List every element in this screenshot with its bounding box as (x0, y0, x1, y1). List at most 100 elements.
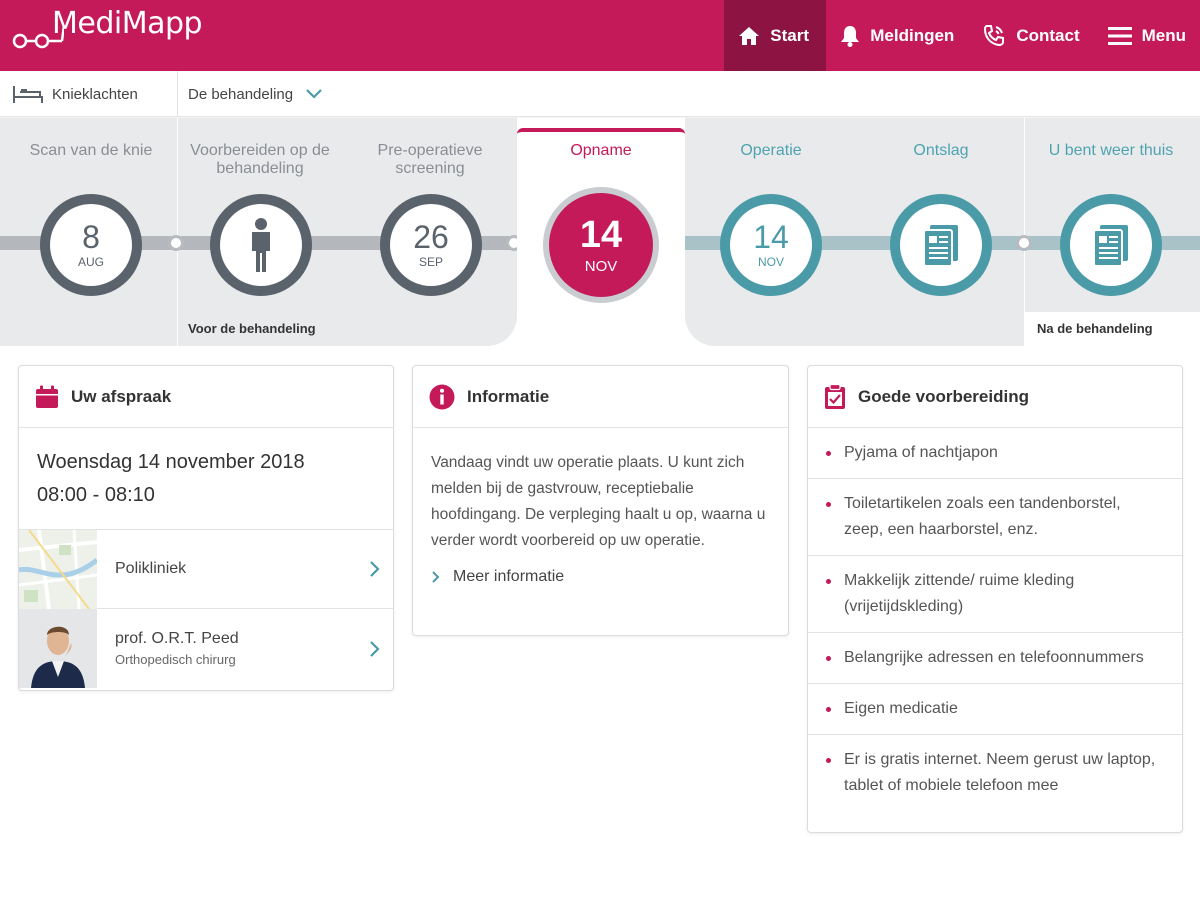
main-nav: Start Meldingen Contact Menu (724, 0, 1200, 71)
bullet (826, 579, 831, 584)
preparation-title: Goede voorbereiding (858, 386, 1029, 406)
appointment-title: Uw afspraak (71, 386, 172, 406)
step-scan-date[interactable]: 8 AUG (40, 194, 142, 296)
list-item-text: Makkelijk zittende/ ruime kleding (vrije… (844, 572, 1075, 615)
list-item: Toiletartikelen zoals een tandenborstel,… (808, 479, 1182, 556)
list-item-text: Belangrijke adressen en telefoonnummers (844, 649, 1144, 666)
step-label-ontslag: Ontslag (913, 142, 969, 159)
step-label-operatie: Operatie (740, 142, 802, 159)
doctor-avatar (19, 609, 97, 688)
section-dropdown[interactable]: De behandeling (188, 71, 323, 117)
step-operatie-date[interactable]: 14 NOV (720, 194, 822, 296)
date-badge: 26 SEP (390, 204, 472, 286)
more-info-label: Meer informatie (453, 568, 565, 585)
logo-nodes-icon (12, 24, 64, 49)
list-item: Belangrijke adressen en telefoonnummers (808, 633, 1182, 684)
step-label-thuis: U bent weer thuis (1048, 142, 1174, 159)
step-label-scan: Scan van de knie (29, 142, 153, 159)
step-month: NOV (757, 255, 784, 269)
nav-start-label: Start (770, 25, 809, 45)
clipboard-icon (824, 383, 846, 410)
bullet (826, 656, 831, 661)
sub-navigation: Knieklachten De behandeling (0, 71, 1200, 117)
nav-meldingen[interactable]: Meldingen (826, 0, 968, 71)
hamburger-icon (1107, 26, 1132, 46)
step-month: NOV (584, 257, 618, 275)
condition-label[interactable]: Knieklachten (0, 71, 178, 117)
date-badge: 14 NOV (730, 204, 812, 286)
phone-icon (982, 24, 1006, 48)
list-item-text: Eigen medicatie (844, 700, 958, 717)
medimapp-logo[interactable] (12, 10, 64, 58)
appointment-card: Uw afspraak Woensdag 14 november 2018 08… (18, 365, 394, 691)
information-title: Informatie (467, 386, 550, 406)
step-opname-date[interactable]: 14 NOV (543, 187, 659, 303)
list-item: Er is gratis internet. Neem gerust uw la… (808, 735, 1182, 811)
top-header: MediMapp Start Meldingen Contact Menu (0, 0, 1200, 71)
document-icon (923, 225, 958, 267)
step-screening-date[interactable]: 26 SEP (380, 194, 482, 296)
chevron-down-icon (305, 88, 323, 100)
list-item-text: Er is gratis internet. Neem gerust uw la… (844, 751, 1156, 794)
location-name: Polikliniek (115, 560, 187, 577)
calendar-icon (35, 385, 59, 409)
step-voorbereiden[interactable] (210, 194, 312, 296)
information-body: Vandaag vindt uw operatie plaats. U kunt… (431, 454, 766, 549)
appointment-card-header: Uw afspraak (19, 366, 393, 428)
step-day: 26 (413, 219, 449, 255)
chevron-right-icon (369, 560, 381, 578)
nav-meldingen-label: Meldingen (870, 25, 955, 45)
list-item: Eigen medicatie (808, 684, 1182, 735)
nav-menu[interactable]: Menu (1094, 0, 1200, 71)
document-badge (900, 204, 982, 286)
bullet (826, 502, 831, 507)
timeline-node (168, 235, 184, 251)
nav-contact[interactable]: Contact (968, 0, 1093, 71)
phase-after-area (1025, 312, 1200, 346)
date-badge: 8 AUG (50, 204, 132, 286)
appointment-datetime: Woensdag 14 november 2018 08:00 - 08:10 (19, 428, 393, 530)
step-thuis[interactable] (1060, 194, 1162, 296)
logo-text: MediMapp (52, 6, 203, 41)
doctor-name: prof. O.R.T. Peed (115, 630, 239, 647)
date-badge: 14 NOV (549, 193, 653, 297)
doctor-row[interactable]: prof. O.R.T. Peed Orthopedisch chirurg (19, 609, 393, 688)
list-item-text: Toiletartikelen zoals een tandenborstel,… (844, 495, 1121, 538)
treatment-timeline: Scan van de knie Voorbereiden op de beha… (0, 118, 1200, 346)
location-row[interactable]: Polikliniek (18, 528, 393, 610)
phase-after-label: Na de behandeling (1037, 321, 1153, 336)
list-item-text: Pyjama of nachtjapon (844, 444, 998, 461)
condition-text: Knieklachten (52, 85, 138, 103)
step-day: 8 (82, 219, 100, 255)
more-info-link[interactable]: Meer informatie (413, 554, 788, 586)
step-month: SEP (418, 255, 443, 269)
step-day: 14 (753, 219, 789, 255)
information-card-header: Informatie (413, 366, 788, 428)
bullet (826, 758, 831, 763)
location-text: Polikliniek (97, 560, 393, 578)
nav-start[interactable]: Start (724, 0, 827, 71)
person-badge (220, 204, 302, 286)
nav-menu-label: Menu (1141, 25, 1186, 45)
bell-icon (840, 25, 860, 47)
appointment-time: 08:00 - 08:10 (37, 484, 155, 506)
person-icon (252, 218, 270, 272)
document-badge (1070, 204, 1152, 286)
preparation-card-header: Goede voorbereiding (808, 366, 1182, 428)
phase-before-label: Voor de behandeling (188, 321, 316, 336)
list-item: Pyjama of nachtjapon (808, 428, 1182, 479)
appointment-date: Woensdag 14 november 2018 (37, 451, 305, 473)
timeline-node (1016, 235, 1032, 251)
section-dropdown-label: De behandeling (188, 85, 294, 103)
timeline-divider (1024, 118, 1025, 346)
list-item: Makkelijk zittende/ ruime kleding (vrije… (808, 556, 1182, 633)
map-thumbnail (18, 528, 99, 610)
step-label-voorbereiden: Voorbereiden op de behandeling (190, 142, 330, 177)
home-icon (738, 26, 760, 46)
chevron-right-icon (369, 640, 381, 658)
document-icon (1093, 225, 1128, 267)
nav-contact-label: Contact (1016, 25, 1080, 45)
step-day: 14 (579, 213, 623, 256)
step-ontslag[interactable] (890, 194, 992, 296)
preparation-card: Goede voorbereiding Pyjama of nachtjapon… (807, 365, 1183, 833)
